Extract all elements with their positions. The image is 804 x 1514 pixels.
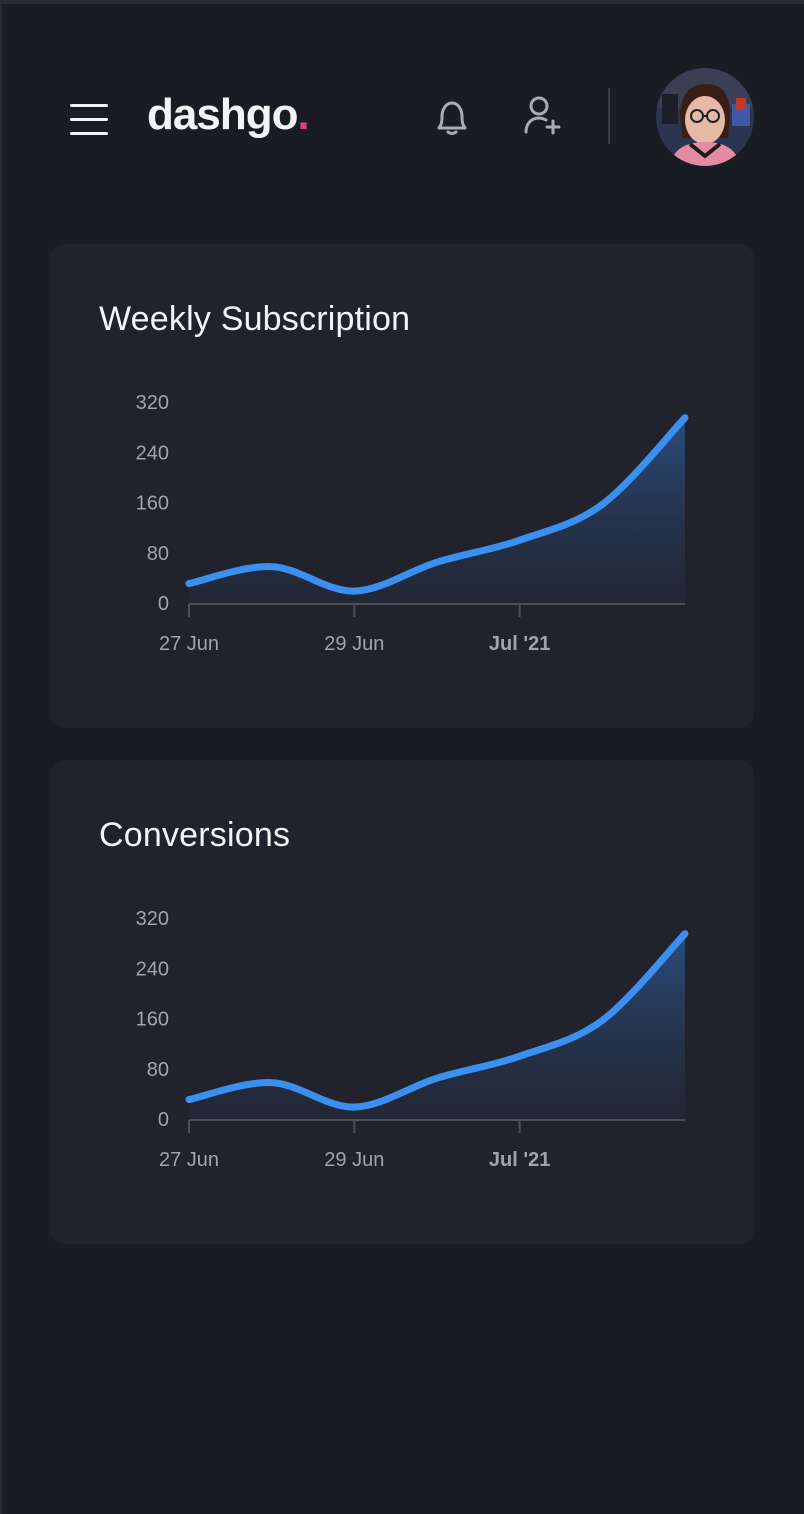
bell-icon[interactable]	[430, 96, 474, 140]
logo-dot: .	[297, 90, 309, 139]
series-area	[189, 417, 685, 603]
y-tick-label: 320	[136, 908, 169, 930]
series-area	[189, 933, 685, 1119]
window-top-border	[0, 0, 804, 4]
conversions-chart: 0 80 160 240 320 27 Jun 29 Jun Jul '21	[136, 908, 689, 1171]
x-tick-label: 27 Jun	[159, 633, 219, 655]
header: dashgo.	[0, 0, 804, 240]
y-tick-label: 240	[136, 442, 169, 464]
weekly-subscription-chart: 0 80 160 240 320 27 Jun 29 Jun Jul '21	[136, 392, 689, 655]
avatar[interactable]	[656, 68, 754, 166]
y-tick-label: 80	[147, 1059, 169, 1081]
y-tick-label: 160	[136, 493, 169, 515]
x-tick-label: 29 Jun	[324, 1149, 384, 1171]
y-tick-label: 80	[147, 543, 169, 565]
logo[interactable]: dashgo.	[147, 90, 310, 140]
weekly-subscription-card: Weekly Subscription 0 80 160 240 320 27 Jun 29…	[50, 244, 754, 728]
x-tick-label: 29 Jun	[324, 633, 384, 655]
logo-text: dashgo	[147, 90, 298, 139]
x-tick-label: 27 Jun	[159, 1149, 219, 1171]
card-title: Conversions	[99, 816, 291, 854]
card-title: Weekly Subscription	[99, 300, 411, 338]
x-tick-label: Jul '21	[489, 633, 550, 655]
y-tick-label: 0	[158, 1109, 169, 1131]
y-tick-label: 160	[136, 1009, 169, 1031]
user-plus-icon[interactable]	[520, 94, 564, 138]
series-line	[185, 930, 689, 1111]
y-tick-label: 0	[158, 593, 169, 615]
x-tick-label: Jul '21	[489, 1149, 550, 1171]
y-tick-label: 240	[136, 958, 169, 980]
conversions-card: Conversions 0 80 160 240 320 27 Jun 29 Jun Jul …	[50, 760, 754, 1244]
y-tick-label: 320	[136, 392, 169, 414]
window-left-border	[0, 0, 2, 1514]
series-line	[185, 414, 689, 595]
header-divider	[608, 88, 610, 144]
hamburger-menu-icon[interactable]	[70, 101, 110, 137]
